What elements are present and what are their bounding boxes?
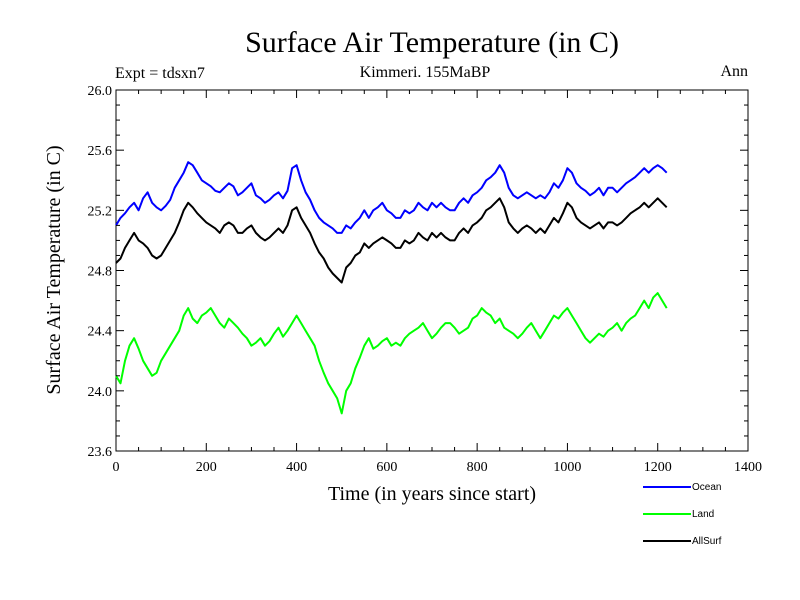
- x-tick-label: 1000: [553, 460, 581, 475]
- legend: Ocean Land AllSurf: [643, 482, 722, 547]
- axis-ticks: [115, 89, 749, 452]
- y-tick-label: 25.6: [88, 144, 113, 159]
- y-axis-label: Surface Air Temperature (in C): [43, 145, 65, 394]
- y-tick-label: 24.0: [88, 385, 113, 400]
- y-tick-label: 23.6: [88, 445, 113, 460]
- season-label: Ann: [720, 63, 748, 80]
- x-tick-label: 0: [113, 460, 120, 475]
- period-label: Kimmeri. 155MaBP: [360, 64, 491, 81]
- legend-label-allsurf: AllSurf: [692, 536, 722, 547]
- chart-title: Surface Air Temperature (in C): [245, 26, 619, 59]
- series-line-allsurf: [115, 197, 668, 284]
- x-tick-label: 1400: [734, 460, 762, 475]
- experiment-label: Expt = tdsxn7: [115, 65, 205, 82]
- legend-label-land: Land: [692, 509, 714, 520]
- series-line-land: [115, 292, 668, 415]
- x-tick-labels: 0 200 400 600 800 1000 1200 1400: [113, 460, 763, 475]
- y-tick-labels: 23.6 24.0 24.4 24.8 25.2 25.6 26.0: [88, 84, 113, 460]
- y-tick-label: 24.8: [88, 265, 113, 280]
- y-tick-label: 25.2: [88, 204, 113, 219]
- plot-frame: [115, 89, 749, 452]
- series-line-ocean: [115, 161, 668, 234]
- x-tick-label: 1200: [644, 460, 672, 475]
- x-tick-label: 600: [376, 460, 397, 475]
- y-tick-label: 26.0: [88, 84, 113, 99]
- x-tick-label: 400: [286, 460, 307, 475]
- legend-label-ocean: Ocean: [692, 482, 721, 493]
- y-tick-label: 24.4: [88, 325, 113, 340]
- x-tick-label: 200: [196, 460, 217, 475]
- x-tick-label: 800: [467, 460, 488, 475]
- x-axis-label: Time (in years since start): [328, 483, 536, 505]
- series-layer: [115, 161, 668, 415]
